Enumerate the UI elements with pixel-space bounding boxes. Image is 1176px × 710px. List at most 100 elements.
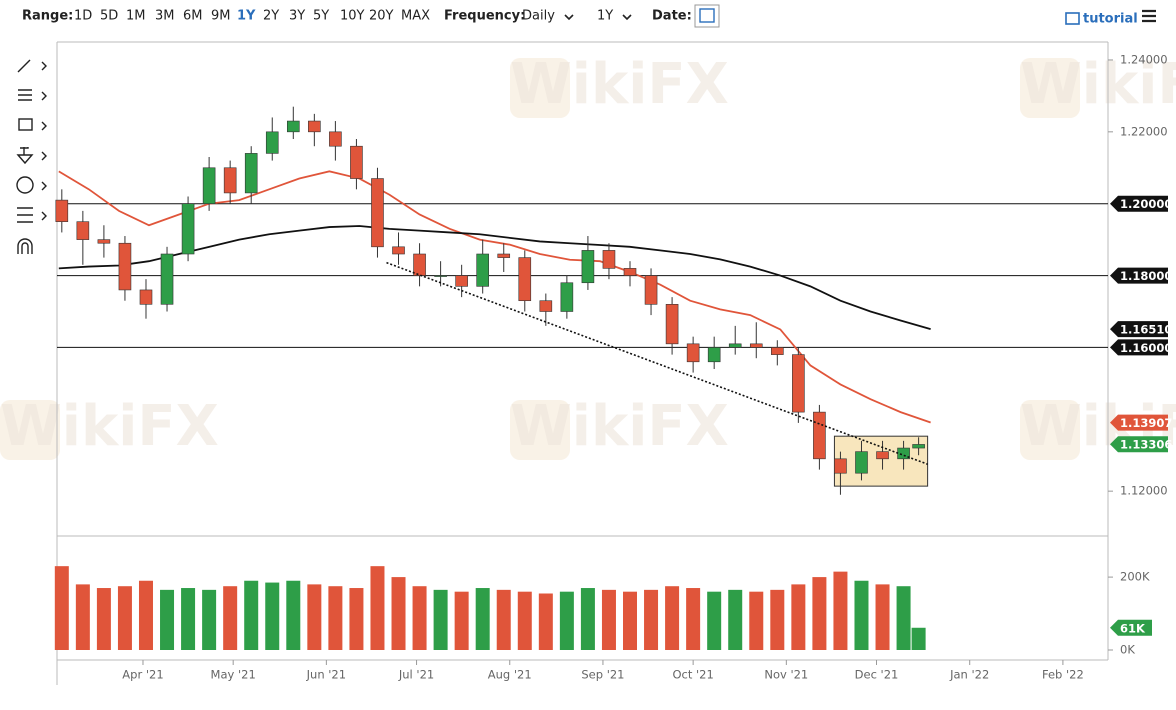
volume-bar [75, 584, 90, 650]
volume-bar [644, 589, 659, 650]
watermark-logo [510, 58, 570, 118]
volume-bar [54, 566, 69, 650]
volume-bar [223, 586, 238, 650]
price-label: 1.13907 [1120, 416, 1172, 430]
volume-bar [265, 582, 280, 650]
x-tick-label: Nov '21 [764, 668, 808, 682]
range-button[interactable]: 5D [100, 9, 118, 24]
range-button[interactable]: 5Y [313, 9, 329, 24]
candle-body [665, 304, 679, 345]
candle-body [581, 250, 595, 284]
candle-body [813, 411, 826, 460]
candle-body [476, 253, 489, 287]
tutorial-icon[interactable] [1065, 12, 1080, 25]
range-button[interactable]: 9M [211, 9, 231, 24]
price-label: 1.20000 [1120, 197, 1172, 211]
magnet-tool[interactable] [17, 238, 33, 254]
candle-body [728, 343, 742, 348]
candle-body [55, 199, 69, 222]
volume-tick-label: 0K [1120, 643, 1135, 657]
volume-bar [202, 589, 217, 650]
range-button[interactable]: 6M [183, 9, 203, 24]
price-badge [1110, 414, 1168, 431]
plot: Apr '21 May '21 Jun '21 Jul '21 Aug '21 Sep '… [54, 52, 1172, 682]
volume-bar [307, 584, 322, 650]
fib-tool[interactable] [18, 89, 32, 101]
volume-bar [875, 584, 890, 650]
volume-bar [349, 588, 364, 650]
candle-body [350, 145, 363, 179]
line-tool[interactable] [17, 59, 31, 73]
candle-body [160, 253, 174, 305]
candle-body [749, 343, 763, 348]
dropdown-arrow[interactable] [622, 14, 632, 21]
candle-body [834, 458, 847, 474]
volume-bar [665, 586, 680, 650]
volume-bar [370, 566, 385, 650]
dropdown-arrow[interactable] [564, 14, 574, 21]
range-button[interactable]: 3Y [289, 9, 305, 24]
price-badge [1110, 339, 1168, 356]
number-tool[interactable] [16, 176, 34, 194]
range-button[interactable]: 1M [126, 9, 146, 24]
watermark-logo [1020, 400, 1080, 460]
candle-body [497, 253, 511, 258]
watermark-logo [510, 400, 570, 460]
candle-body [371, 178, 384, 248]
range-button[interactable]: 1Y [237, 9, 256, 24]
volume-bar [770, 589, 785, 650]
candle-body [181, 203, 195, 255]
range-button[interactable]: 20Y [369, 9, 394, 24]
watermark: WikiFX [510, 52, 729, 117]
watermark: WikiFX [510, 394, 729, 459]
candle-body [434, 275, 447, 277]
watermark-logo [0, 400, 60, 460]
date-label: Date: [652, 9, 692, 24]
volume-bar [896, 586, 911, 650]
candle-body [118, 242, 132, 291]
tool-arrow[interactable] [41, 181, 47, 191]
volume-bar [433, 589, 448, 650]
candle-body [202, 167, 216, 204]
watermark: WikiFX [1020, 52, 1176, 117]
volume-bar [328, 586, 343, 650]
tutorial-link[interactable]: tutorial [1083, 12, 1138, 27]
price-badge [1110, 195, 1168, 212]
candle-body [76, 221, 90, 240]
volume-bar [911, 627, 926, 650]
measure-tool[interactable] [17, 207, 33, 223]
consolidation-box [833, 435, 929, 487]
volume-badge [1110, 619, 1152, 636]
watermark-logo [1020, 58, 1080, 118]
volume-bar [580, 588, 595, 650]
candle-body [413, 253, 426, 276]
range-button[interactable]: 1D [74, 9, 92, 24]
candle-body [539, 300, 553, 312]
frequency-select[interactable]: Daily [522, 9, 555, 24]
period-select[interactable]: 1Y [597, 9, 613, 24]
tool-arrow[interactable] [41, 91, 47, 101]
range-button[interactable]: 2Y [263, 9, 279, 24]
price-label: 1.16000 [1120, 341, 1172, 355]
arrow-tool[interactable] [16, 147, 34, 165]
range-button[interactable]: 3M [155, 9, 175, 24]
y-tick-label: 1.22000 [1120, 124, 1168, 138]
volume-bar [138, 580, 153, 650]
menu-icon[interactable] [1142, 9, 1156, 23]
candle-body [518, 257, 532, 302]
volume-bar [181, 588, 196, 650]
tool-arrow[interactable] [41, 211, 47, 221]
volume-bar [286, 580, 301, 650]
volume-bar [812, 577, 827, 650]
y-tick-label: 1.24000 [1120, 52, 1168, 66]
tool-arrow[interactable] [41, 121, 47, 131]
shape-tool[interactable] [18, 118, 33, 131]
range-button[interactable]: 10Y [340, 9, 365, 24]
x-tick-label: Jun '21 [306, 668, 346, 682]
x-tick-label: Dec '21 [855, 668, 899, 682]
candle-body [223, 167, 237, 194]
tool-arrow[interactable] [41, 151, 47, 161]
tool-arrow[interactable] [41, 61, 47, 71]
volume-bar [749, 591, 764, 650]
range-button[interactable]: MAX [401, 9, 430, 24]
